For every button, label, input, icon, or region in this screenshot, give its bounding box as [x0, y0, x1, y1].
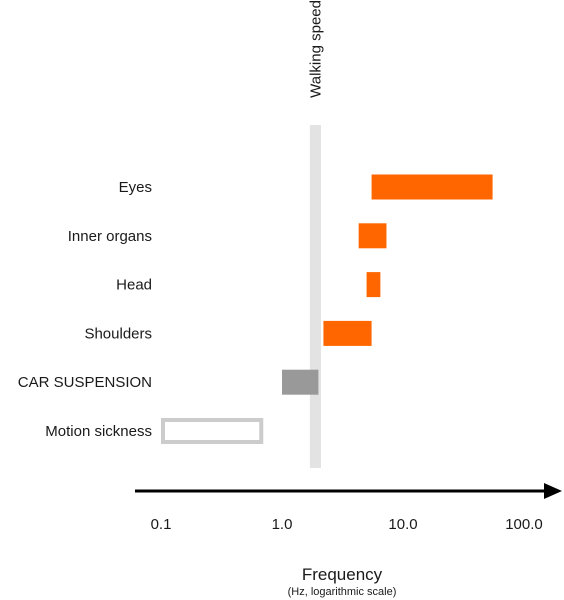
walking-speed-band	[309, 125, 321, 468]
category-label-shoulders: Shoulders	[84, 325, 152, 342]
x-axis: 0.1 1.0 10.0 100.0 Frequency (Hz, logarithmic…	[135, 483, 562, 598]
x-axis-title: Frequency	[302, 565, 383, 584]
walking-speed-band-layer: Walking speed	[307, 0, 324, 468]
x-axis-subtitle: (Hz, logarithmic scale)	[288, 586, 397, 598]
walking-speed-label: Walking speed	[307, 0, 324, 98]
range-bar-inner-organs	[358, 223, 387, 249]
category-label-motion-sickness: Motion sickness	[45, 423, 152, 440]
x-tick-label-10-0: 10.0	[388, 516, 417, 533]
x-axis-arrowhead	[544, 483, 562, 499]
x-tick-label-100-0: 100.0	[505, 516, 543, 533]
range-bar-eyes	[371, 174, 493, 200]
x-tick-label-0-1: 0.1	[151, 516, 172, 533]
category-label-car-suspension: CAR SUSPENSION	[18, 374, 152, 391]
category-labels-layer: Eyes Inner organs Head Shoulders CAR SUSPENS…	[18, 179, 152, 440]
range-bar-car-suspension	[282, 369, 319, 395]
range-bars-layer	[161, 174, 493, 444]
range-bar-shoulders	[323, 320, 372, 346]
range-bar-head	[366, 272, 381, 298]
category-label-head: Head	[116, 277, 152, 294]
range-bar-motion-sickness	[161, 418, 264, 444]
category-label-eyes: Eyes	[119, 179, 152, 196]
x-tick-label-1-0: 1.0	[272, 516, 293, 533]
category-label-inner-organs: Inner organs	[68, 228, 152, 245]
